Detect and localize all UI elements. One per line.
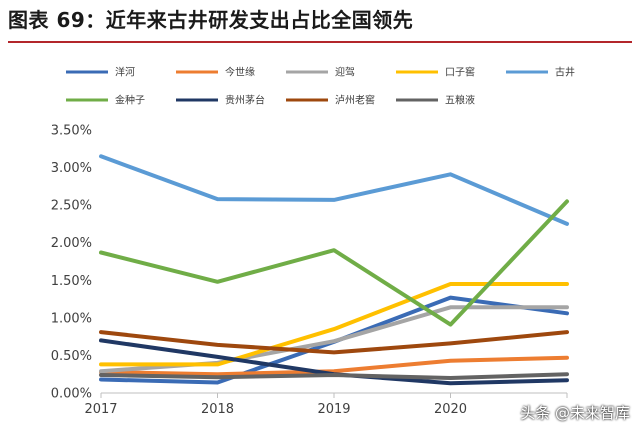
legend-label: 迎驾 <box>335 67 355 79</box>
x-tick-label: 2017 <box>84 402 117 417</box>
legend-label: 今世缘 <box>225 66 255 79</box>
legend-item: 迎驾 <box>286 67 355 79</box>
y-tick-label: 1.00% <box>51 311 92 326</box>
x-tick-label: 2018 <box>201 402 234 417</box>
title-underline <box>8 41 632 43</box>
series-line <box>99 330 569 355</box>
legend-item: 今世缘 <box>176 66 255 79</box>
plot-series <box>99 154 569 386</box>
legend-item: 洋河 <box>66 66 135 79</box>
y-tick-label: 2.50% <box>51 199 92 214</box>
legend-item: 泸州老窖 <box>286 94 375 107</box>
legend-item: 贵州茅台 <box>176 94 265 107</box>
y-tick-label: 3.00% <box>51 161 92 176</box>
legend-label: 洋河 <box>115 66 135 79</box>
legend-label: 泸州老窖 <box>335 94 375 107</box>
legend-label: 古井 <box>555 66 575 79</box>
y-tick-label: 0.50% <box>51 349 92 364</box>
y-tick-label: 2.00% <box>51 236 92 251</box>
legend-label: 口子窖 <box>445 66 475 79</box>
legend-item: 金种子 <box>66 94 145 107</box>
series-line <box>99 199 569 327</box>
y-tick-label: 0.00% <box>51 387 92 402</box>
y-tick-label: 1.50% <box>51 274 92 289</box>
x-tick-label: 2020 <box>434 402 467 417</box>
x-axis: 2017 2018 2019 2020 <box>84 392 568 417</box>
legend-item: 古井 <box>506 66 575 79</box>
y-tick-label: 3.50% <box>51 124 92 139</box>
series-line <box>99 355 569 377</box>
legend-label: 金种子 <box>115 94 145 107</box>
x-tick-label: 2019 <box>317 402 350 417</box>
y-axis: 0.00% 0.50% 1.00% 1.50% 2.00% 2.50% 3.00% 3.50% <box>51 124 92 402</box>
legend-item: 五粮液 <box>396 94 475 107</box>
legend-label: 贵州茅台 <box>225 94 265 107</box>
legend-label: 五粮液 <box>445 94 475 107</box>
watermark: 头条 @未来智库 <box>520 404 630 422</box>
legend-item: 口子窖 <box>396 66 475 79</box>
series-line <box>99 372 569 380</box>
chart-title: 图表 69：近年来古井研发支出占比全国领先 <box>8 8 414 32</box>
series-line <box>99 154 569 226</box>
